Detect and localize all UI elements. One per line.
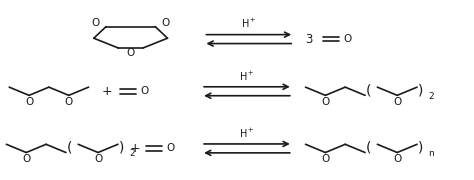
Text: O: O — [321, 97, 329, 107]
Text: O: O — [344, 34, 352, 44]
Text: ): ) — [119, 141, 124, 154]
Text: O: O — [25, 97, 33, 107]
Text: 2: 2 — [428, 92, 434, 101]
Text: ): ) — [418, 83, 424, 97]
Text: O: O — [22, 154, 30, 164]
Text: (: ( — [67, 141, 73, 154]
Text: O: O — [127, 48, 135, 58]
Text: O: O — [321, 154, 329, 164]
Text: O: O — [393, 154, 401, 164]
Text: O: O — [167, 143, 175, 153]
Text: (: ( — [366, 141, 372, 154]
Text: H$^+$: H$^+$ — [239, 69, 255, 83]
Text: O: O — [162, 18, 170, 28]
Text: O: O — [140, 86, 148, 96]
Text: 3: 3 — [305, 33, 312, 46]
Text: n: n — [428, 149, 434, 158]
Text: O: O — [64, 97, 73, 107]
Text: +: + — [102, 85, 112, 98]
Text: ): ) — [418, 141, 424, 154]
Text: H$^+$: H$^+$ — [239, 127, 255, 140]
Text: +: + — [130, 142, 141, 155]
Text: 2: 2 — [129, 149, 135, 158]
Text: O: O — [393, 97, 401, 107]
Text: (: ( — [366, 83, 372, 97]
Text: O: O — [91, 18, 100, 28]
Text: O: O — [94, 154, 102, 164]
Text: H$^+$: H$^+$ — [241, 17, 256, 30]
